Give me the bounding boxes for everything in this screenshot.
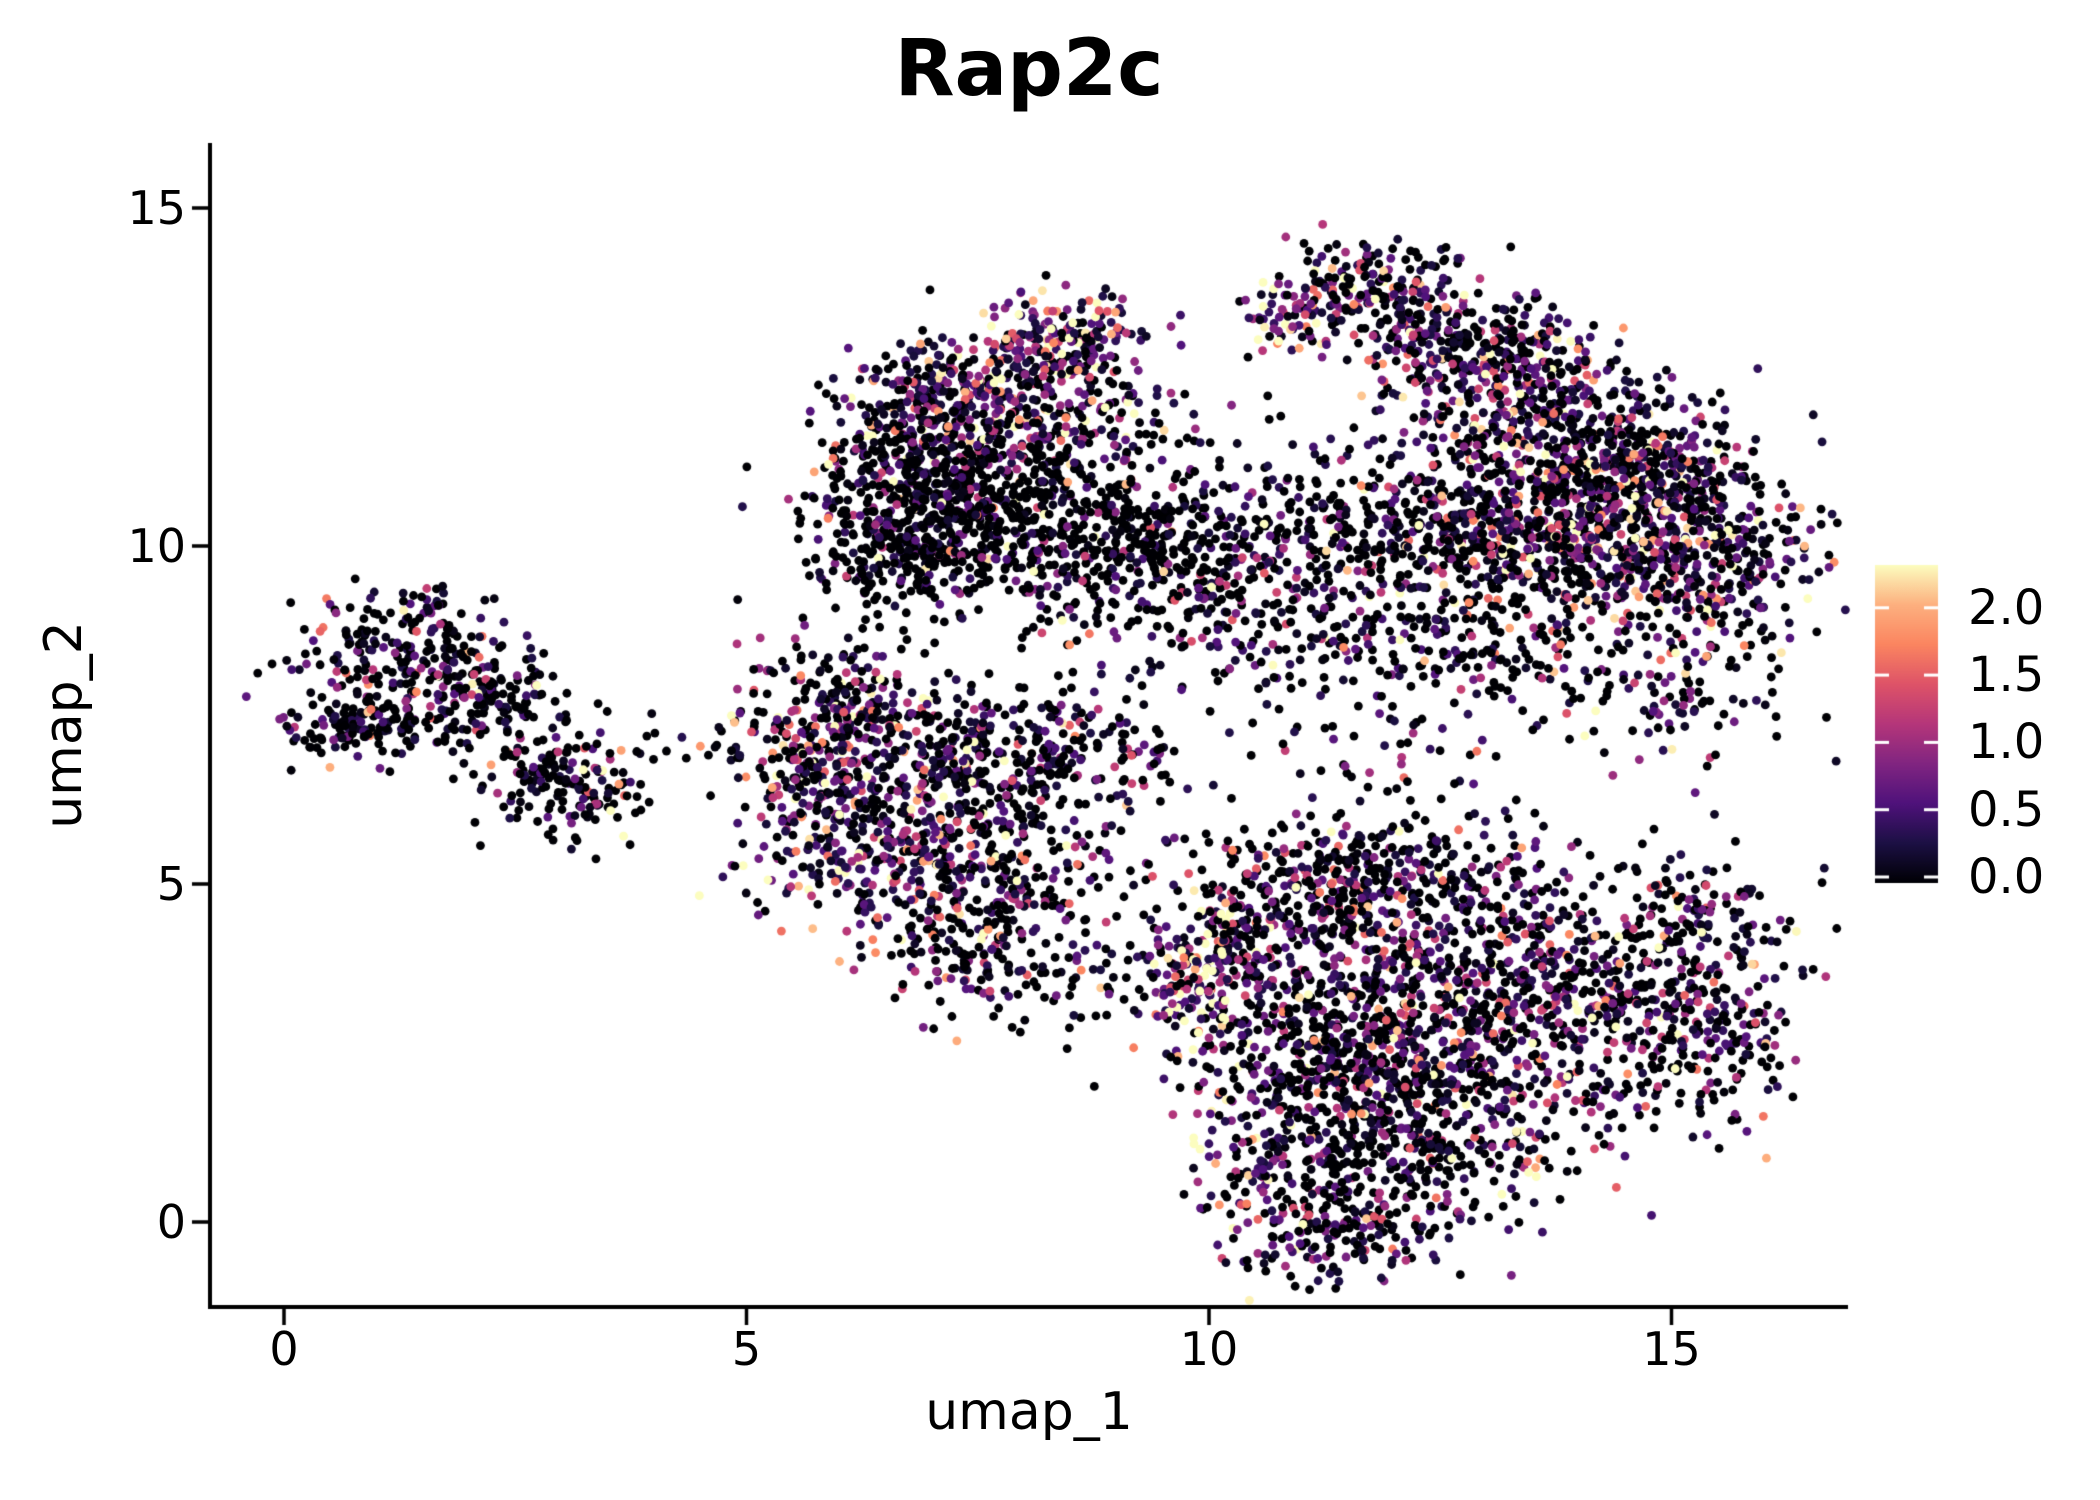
colorbar-tick-label-1.0: 1.0	[1968, 714, 2045, 771]
x-tick-label-15: 15	[1642, 1322, 1701, 1376]
x-axis-label: umap_1	[925, 1382, 1133, 1442]
x-tick-label-5: 5	[731, 1322, 762, 1376]
y-tick-label-10: 10	[127, 519, 186, 573]
y-tick-label-5: 5	[156, 857, 186, 911]
colorbar-tick-label-0.0: 0.0	[1968, 849, 2045, 905]
x-tick-label-0: 0	[269, 1322, 299, 1376]
colorbar-tick-label-2.0: 2.0	[1968, 579, 2045, 636]
x-tick-label-10: 10	[1179, 1322, 1239, 1376]
y-axis-label: umap_2	[34, 621, 94, 829]
plot-title: Rap2c	[894, 24, 1164, 114]
y-tick-label-15: 15	[127, 181, 186, 235]
colorbar-tick-label-0.5: 0.5	[1968, 781, 2045, 838]
y-tick-label-0: 0	[156, 1195, 186, 1249]
colorbar-tick-label-1.5: 1.5	[1968, 647, 2045, 704]
